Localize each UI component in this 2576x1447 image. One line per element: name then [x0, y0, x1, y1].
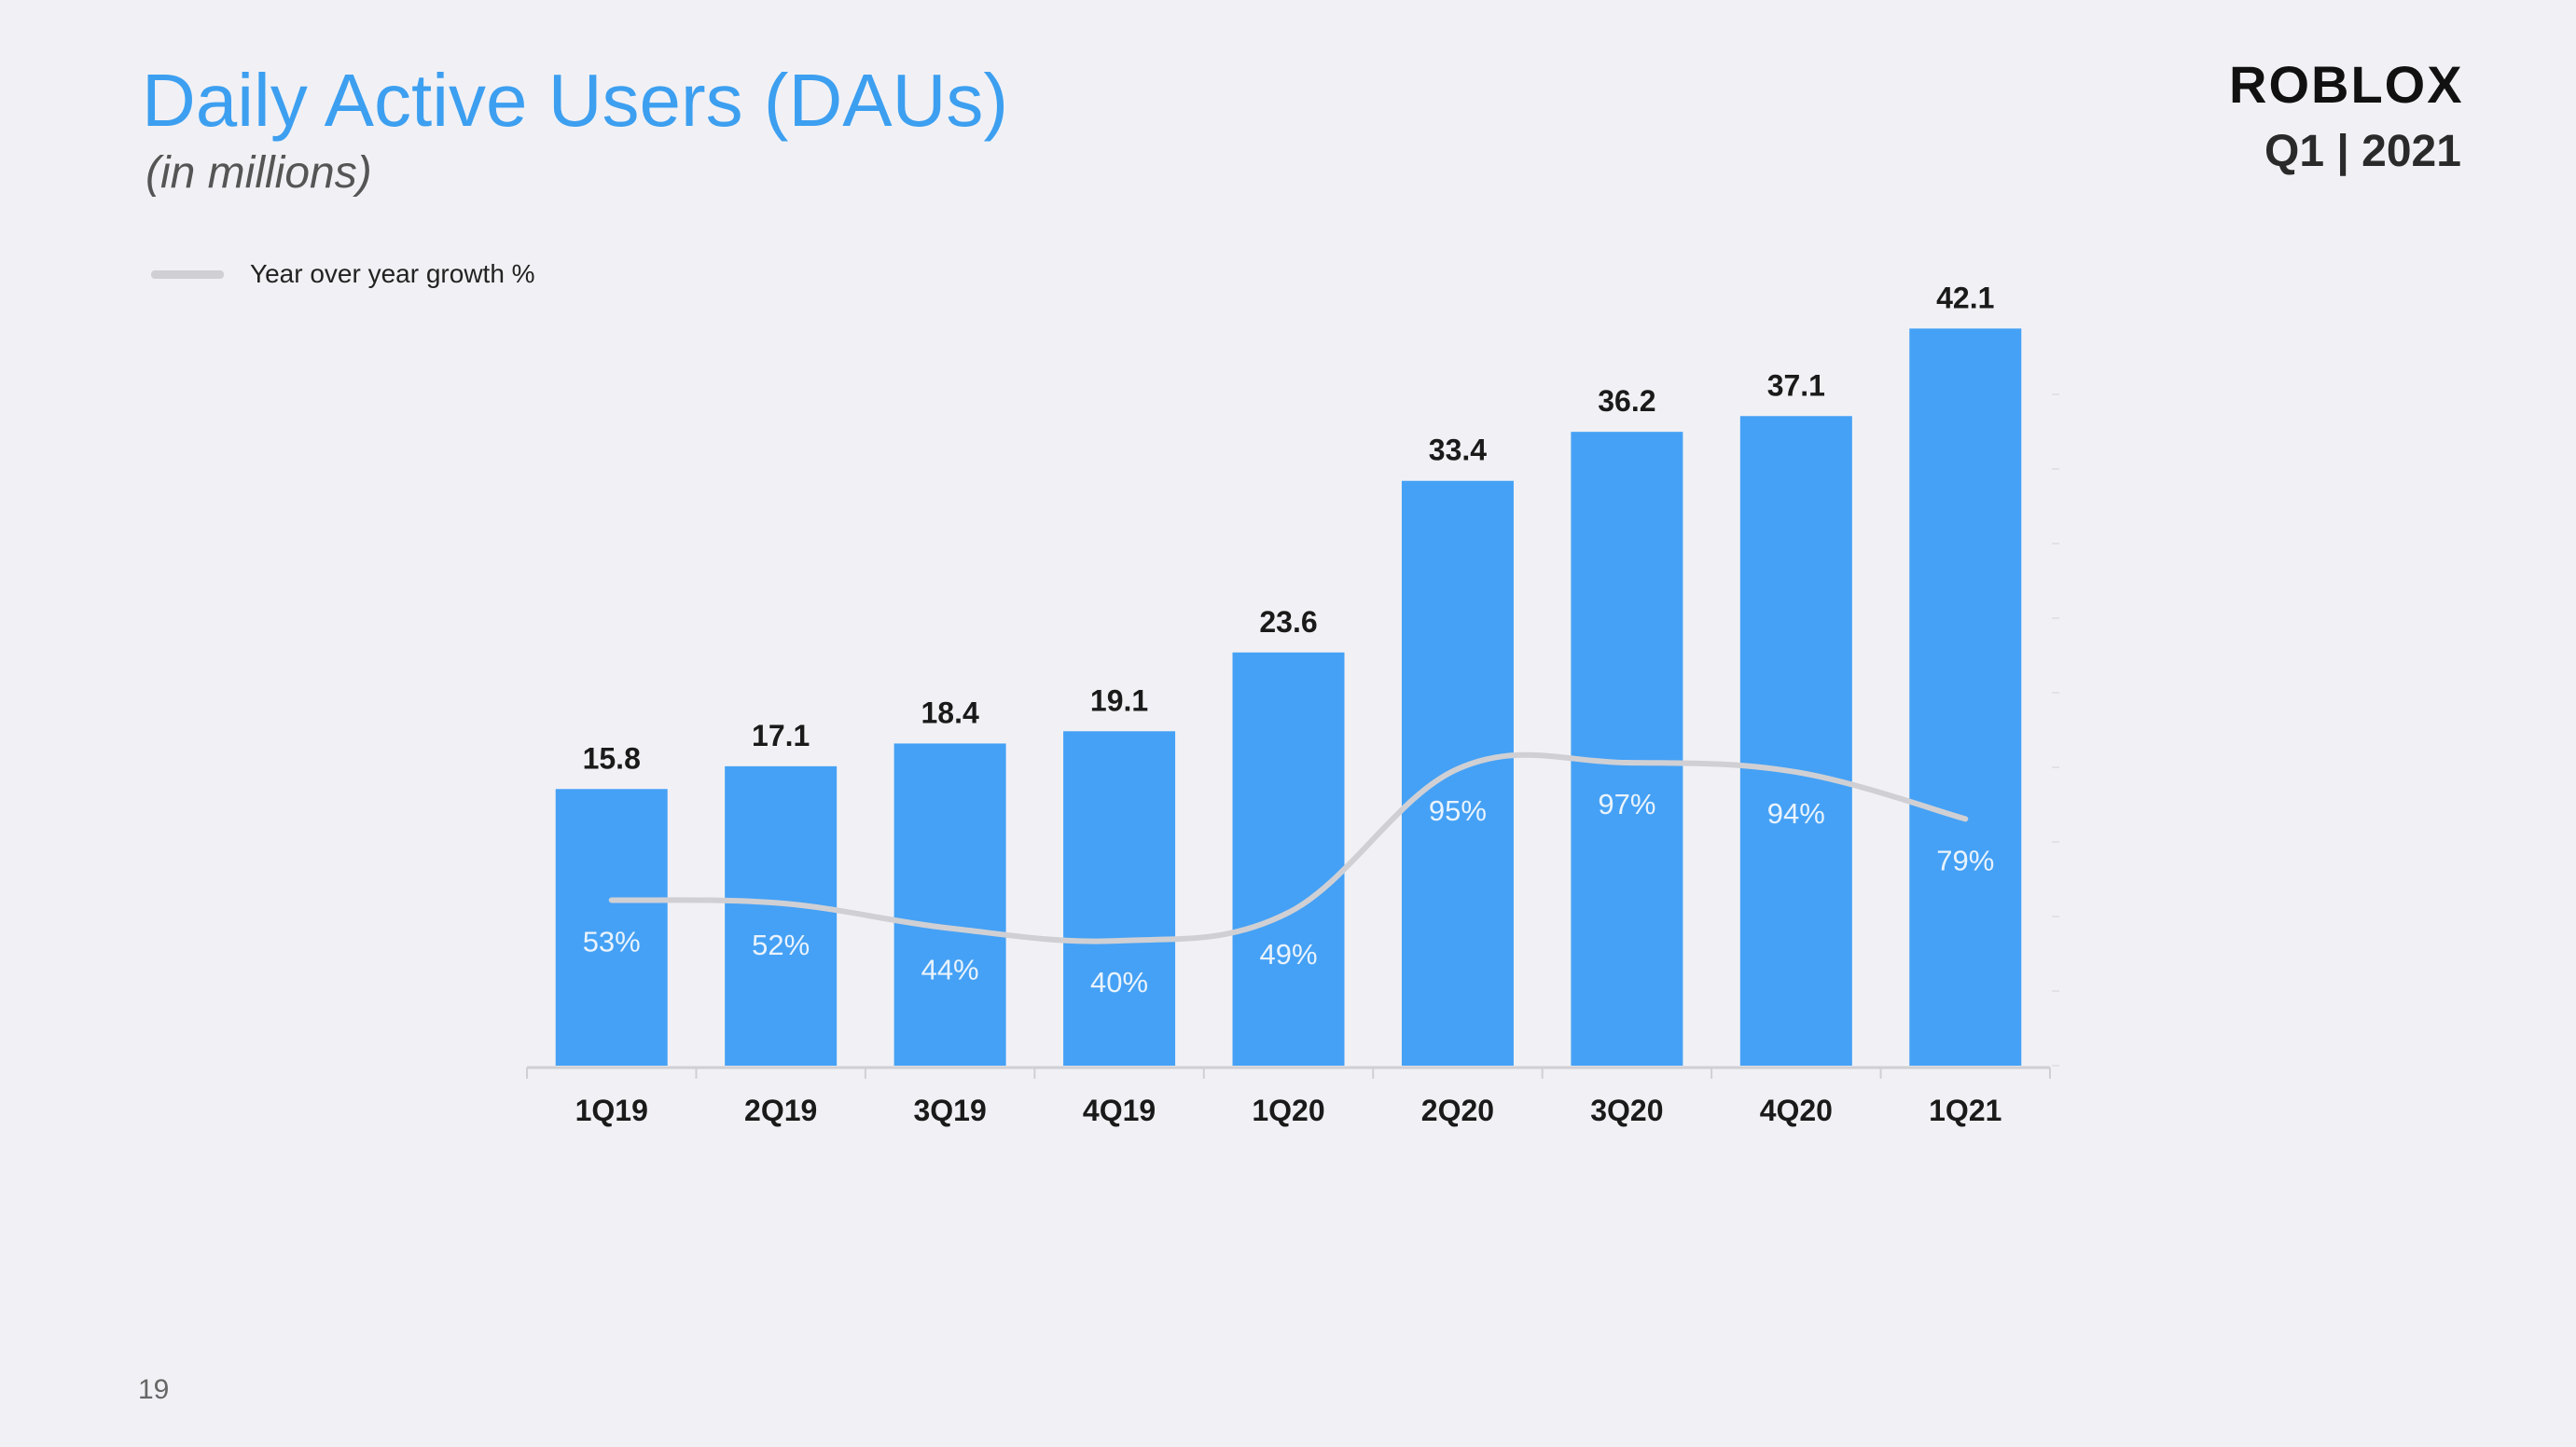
bar — [1739, 416, 1852, 1067]
growth-value-label: 97% — [1598, 788, 1655, 820]
bar-value-label: 36.2 — [1598, 384, 1655, 418]
growth-value-label: 49% — [1259, 938, 1317, 971]
x-tick-label: 1Q21 — [1929, 1094, 2001, 1127]
growth-value-label: 94% — [1767, 797, 1825, 830]
growth-value-label: 53% — [583, 925, 641, 958]
page-subtitle: (in millions) — [145, 148, 372, 198]
bar-value-label: 23.6 — [1259, 605, 1317, 639]
bar-value-label: 18.4 — [921, 696, 978, 729]
page-title: Daily Active Users (DAUs) — [142, 59, 1009, 142]
growth-value-label: 40% — [1090, 966, 1148, 999]
growth-value-label: 79% — [1936, 844, 1994, 876]
bar-value-label: 33.4 — [1429, 434, 1487, 467]
bar — [1401, 480, 1514, 1066]
bar-value-label: 37.1 — [1767, 368, 1825, 402]
bar — [1063, 731, 1176, 1066]
x-tick-label: 2Q19 — [744, 1094, 817, 1127]
bar — [1909, 328, 2022, 1066]
bar — [555, 789, 668, 1066]
growth-value-label: 44% — [921, 954, 979, 986]
bar — [1571, 432, 1683, 1066]
x-tick-label: 1Q20 — [1252, 1094, 1324, 1127]
bar — [1232, 652, 1345, 1066]
growth-line — [608, 751, 1969, 944]
growth-value-label: 52% — [752, 929, 810, 961]
legend-line-swatch — [151, 269, 224, 279]
brand-logo: ROBLOX — [2229, 55, 2464, 114]
x-tick-label: 4Q20 — [1760, 1094, 1833, 1127]
bar — [725, 765, 838, 1066]
period-label: Q1 | 2021 — [2264, 127, 2461, 176]
bar-value-label: 42.1 — [1936, 281, 1994, 314]
bar-value-label: 17.1 — [752, 719, 810, 752]
x-tick-label: 3Q19 — [913, 1094, 986, 1127]
bar — [893, 743, 1006, 1066]
growth-value-label: 95% — [1429, 794, 1487, 827]
page-number: 19 — [138, 1374, 170, 1405]
bar-value-label: 19.1 — [1090, 683, 1148, 717]
legend-label: Year over year growth % — [250, 259, 535, 288]
chart-legend: Year over year growth % — [151, 259, 535, 289]
x-tick-label: 3Q20 — [1590, 1094, 1663, 1127]
x-tick-label: 2Q20 — [1421, 1094, 1494, 1127]
bar-value-label: 15.8 — [583, 741, 641, 775]
x-tick-label: 4Q19 — [1083, 1094, 1156, 1127]
x-tick-label: 1Q19 — [575, 1094, 648, 1127]
